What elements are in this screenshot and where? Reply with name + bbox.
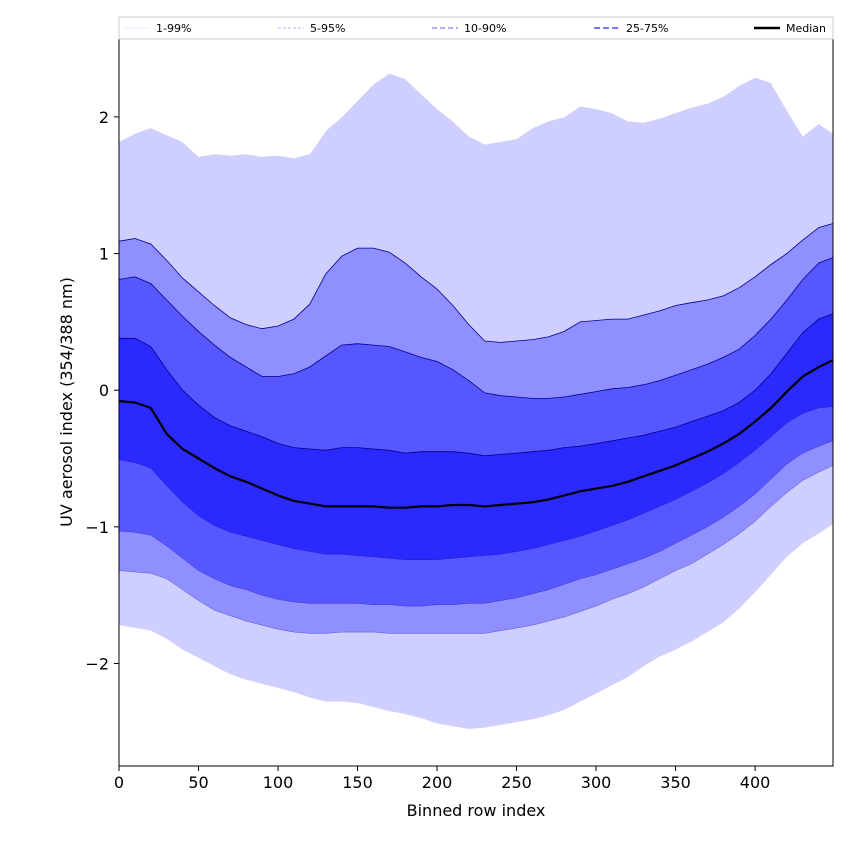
y-tick-label: −1	[85, 518, 109, 537]
x-tick-label: 250	[501, 773, 532, 792]
median-line	[118, 359, 834, 509]
band-lower-edge-10-90	[118, 440, 834, 607]
legend-item: Median	[754, 22, 826, 35]
x-axis-ticks: 0 50 100 150 200 250 300 350 400	[114, 766, 770, 792]
band-lower-edge-1-99	[118, 523, 834, 730]
legend-items: 1-99% 5-95% 10-90% 25-75% Median	[124, 22, 826, 35]
x-tick-label: 200	[422, 773, 453, 792]
legend-label: 1-99%	[156, 22, 191, 35]
y-tick-label: −2	[85, 655, 109, 674]
x-tick-label: 400	[740, 773, 771, 792]
legend-item: 1-99%	[124, 22, 191, 35]
x-tick-label: 0	[114, 773, 124, 792]
legend-item: 10-90%	[432, 22, 506, 35]
legend-box	[118, 16, 834, 40]
x-tick-label: 100	[263, 773, 294, 792]
band-upper-edge-10-90	[118, 257, 834, 399]
y-tick-label: 2	[99, 108, 109, 127]
band-upper-edge-25-75	[119, 313, 834, 457]
y-axis-label: UV aerosol index (354/388 nm)	[57, 277, 76, 527]
legend-label: 25-75%	[626, 22, 668, 35]
x-tick-label: 350	[660, 773, 691, 792]
band-upper-edge-5-95	[118, 223, 834, 343]
percentile-bands	[118, 72, 834, 730]
band-25-75	[118, 313, 834, 560]
legend: 1-99% 5-95% 10-90% 25-75% Median	[118, 16, 834, 40]
legend-label: 10-90%	[464, 22, 506, 35]
x-tick-label: 150	[342, 773, 373, 792]
band-upper-edge-1-99	[118, 72, 834, 159]
x-axis-label: Binned row index	[407, 801, 546, 820]
x-tick-label: 300	[581, 773, 612, 792]
band-lower-edge-25-75	[118, 406, 834, 560]
legend-item: 5-95%	[278, 22, 345, 35]
legend-item: 25-75%	[594, 22, 668, 35]
median-layer	[118, 359, 834, 509]
legend-label: Median	[786, 22, 826, 35]
x-tick-label: 50	[188, 773, 208, 792]
y-axis-ticks: −2 −1 0 1 2	[85, 108, 119, 674]
y-tick-label: 1	[99, 245, 109, 264]
band-fill-25-75	[119, 313, 833, 560]
legend-label: 5-95%	[310, 22, 345, 35]
y-tick-label: 0	[99, 381, 109, 400]
band-lower-edge-5-95	[118, 465, 834, 634]
